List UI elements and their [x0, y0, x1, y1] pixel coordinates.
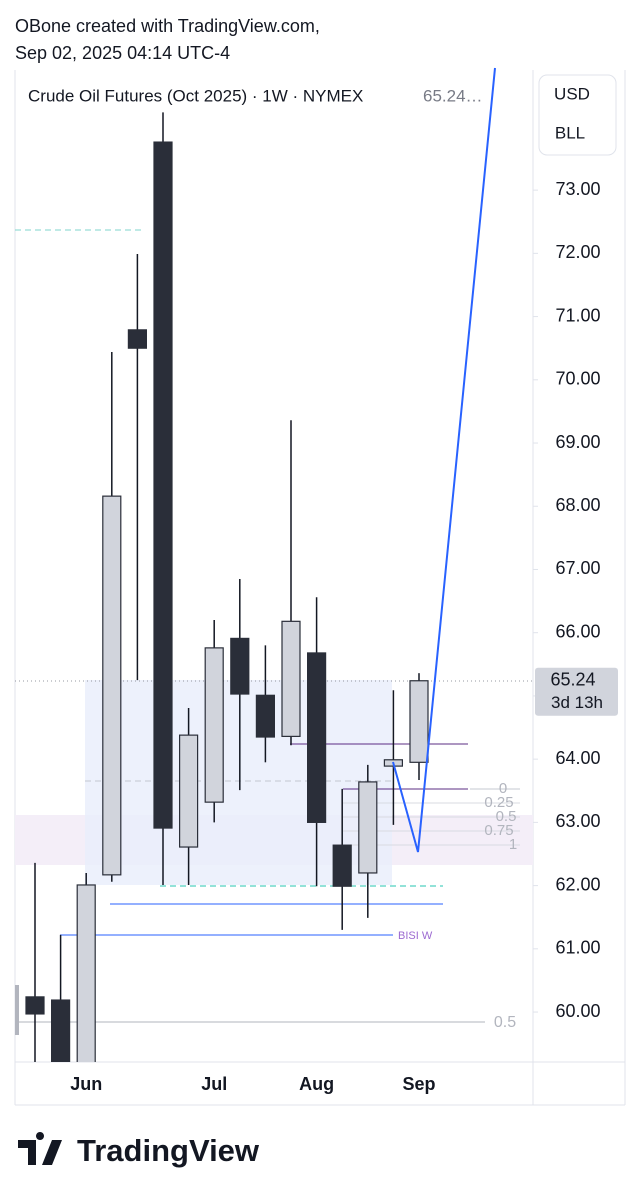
x-tick-label: Jul — [201, 1074, 227, 1094]
x-tick-label: Sep — [402, 1074, 435, 1094]
candle-body — [255, 694, 275, 738]
projection — [392, 67, 496, 853]
y-tick-label: 60.00 — [555, 1001, 600, 1021]
fib-label: 0 — [499, 780, 507, 797]
fib-label: 0.5 — [494, 1014, 516, 1031]
candle-body — [179, 734, 199, 848]
drawings — [15, 229, 533, 1035]
y-tick-label: 73.00 — [555, 179, 600, 199]
y-tick-label: 64.00 — [555, 748, 600, 768]
y-tick-label: 72.00 — [555, 242, 600, 262]
candle-body — [332, 844, 352, 887]
candle-body — [358, 781, 378, 874]
fib-label: 0.25 — [484, 794, 513, 811]
candle-body — [25, 996, 45, 1015]
marker — [15, 985, 19, 1035]
candle-body — [230, 637, 250, 695]
last-price-box — [535, 667, 618, 716]
candle-body — [409, 680, 429, 763]
scale-box[interactable] — [538, 74, 617, 156]
y-tick-label: 70.00 — [555, 369, 600, 389]
candle-body — [127, 329, 147, 349]
countdown: 3d 13h — [551, 693, 603, 712]
fib-label: 1 — [509, 836, 517, 853]
candle-body — [281, 620, 301, 737]
candle-body — [102, 495, 122, 876]
last-price-label: 65.24 — [550, 670, 595, 690]
chart-title: Crude Oil Futures (Oct 2025) · 1W · NYME… — [28, 86, 363, 105]
y-tick-label: 63.00 — [555, 811, 600, 831]
x-tick-label: Jun — [70, 1074, 102, 1094]
header-line: OBone created with TradingView.com, — [15, 16, 320, 36]
currency[interactable]: USD — [554, 84, 590, 103]
x-tick-label: Aug — [299, 1074, 334, 1094]
candle-body — [204, 647, 224, 803]
candle-body — [307, 652, 327, 823]
y-tick-label: 61.00 — [555, 938, 600, 958]
candle-body — [153, 141, 173, 829]
fib-label: 0.75 — [484, 822, 513, 839]
fib-label: 0.5 — [496, 808, 517, 825]
candles — [25, 112, 429, 1062]
title-value: 65.24… — [423, 86, 483, 105]
logo: TradingView — [18, 1132, 260, 1168]
y-tick-label: 67.00 — [555, 558, 600, 578]
zone-label: BISI W — [398, 930, 433, 942]
y-tick-label: 69.00 — [555, 432, 600, 452]
brand: TradingView — [77, 1133, 260, 1168]
y-tick-label: 71.00 — [555, 305, 600, 325]
y-tick-label: 66.00 — [555, 621, 600, 641]
y-tick-label: 68.00 — [555, 495, 600, 515]
unit[interactable]: BLL — [555, 123, 585, 142]
candle-body — [76, 884, 96, 1062]
header-line: Sep 02, 2025 04:14 UTC-4 — [15, 43, 230, 63]
candle-body — [50, 999, 71, 1062]
y-tick-label: 62.00 — [555, 874, 600, 894]
